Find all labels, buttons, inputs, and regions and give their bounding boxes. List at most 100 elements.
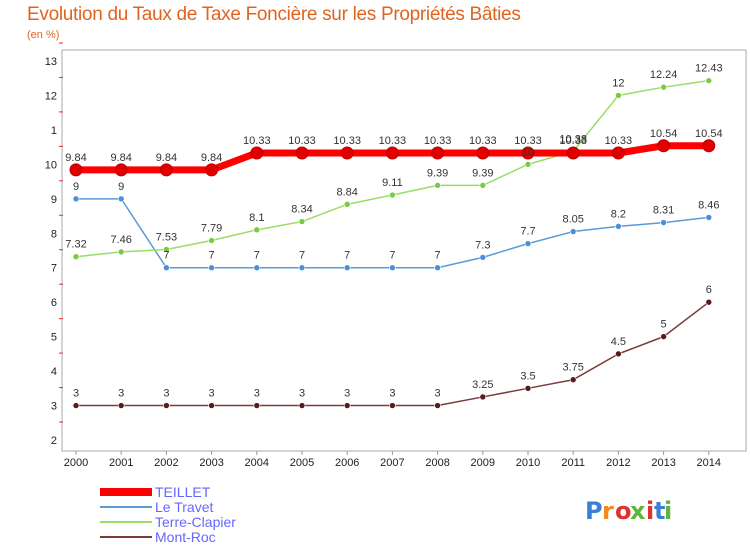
y-tick-label: 5 [51, 332, 57, 344]
data-label: 7 [209, 250, 215, 262]
x-tick-label: 2002 [154, 457, 178, 469]
data-point [479, 182, 487, 189]
data-point [69, 163, 83, 177]
data-label: 3.5 [520, 370, 535, 382]
data-label: 3 [163, 388, 169, 400]
data-point [521, 146, 535, 160]
data-point [476, 146, 490, 160]
data-label: 9.39 [427, 167, 448, 179]
data-label: 7 [435, 250, 441, 262]
data-label: 10.33 [559, 135, 587, 147]
data-point [72, 402, 80, 409]
data-label: 10 [522, 146, 534, 158]
y-tick-label: 2 [51, 435, 57, 447]
y-tick-label: 8 [51, 228, 57, 240]
x-tick-label: 2005 [290, 457, 314, 469]
data-point [163, 402, 170, 409]
x-tick-label: 2001 [109, 457, 133, 469]
y-tick-label: 10 [45, 159, 57, 171]
data-point [163, 264, 170, 272]
data-point [434, 402, 441, 409]
x-tick-label: 2010 [516, 457, 540, 469]
data-label: 10.33 [288, 135, 316, 147]
x-tick-label: 2003 [199, 457, 223, 469]
x-tick-label: 2013 [651, 457, 675, 469]
data-label: 12 [612, 77, 624, 89]
data-point [657, 139, 671, 153]
data-point [117, 402, 125, 409]
y-tick-label: 3 [51, 401, 57, 413]
data-label: 9.84 [65, 152, 86, 164]
brand-letter: P [585, 497, 603, 525]
x-tick-label: 2000 [64, 457, 88, 469]
brand-letter: o [615, 497, 632, 525]
data-point [114, 163, 128, 177]
data-label: 9 [118, 181, 124, 193]
x-tick-label: 2008 [425, 457, 449, 469]
x-tick-label: 2007 [380, 457, 404, 469]
data-point [566, 146, 580, 160]
data-point [389, 402, 396, 409]
data-label: 10.54 [650, 128, 678, 140]
brand-letter: i [664, 497, 672, 525]
data-point [569, 228, 577, 235]
data-label: 8.2 [611, 208, 626, 220]
data-label: 3 [118, 388, 124, 400]
data-label: 7 [254, 250, 260, 262]
data-label: 3 [435, 388, 441, 400]
legend-label: Terre-Clapier [155, 514, 236, 530]
data-label: 3.75 [562, 362, 583, 374]
data-label: 7.32 [65, 239, 86, 251]
x-tick-label: 2004 [245, 457, 269, 469]
data-label: 3 [209, 388, 215, 400]
data-label: 9.84 [201, 152, 222, 164]
data-label: 10.38 [559, 133, 587, 145]
y-tick-label: 4 [51, 366, 57, 378]
y-tick-label: 7 [51, 263, 57, 275]
data-label: 3 [389, 388, 395, 400]
data-label: 7 [344, 250, 350, 262]
data-point [705, 298, 713, 306]
x-tick-label: 2011 [561, 457, 585, 469]
data-label: 7.3 [475, 239, 490, 251]
data-label: 12.43 [695, 63, 723, 75]
data-point [117, 248, 125, 256]
data-point [385, 146, 399, 160]
data-point [524, 161, 532, 168]
brand-letter: x [630, 497, 646, 525]
data-label: 6 [706, 284, 712, 296]
data-point [163, 246, 170, 253]
data-point [298, 218, 306, 225]
data-point [434, 264, 441, 272]
data-point [705, 214, 713, 221]
data-label: 4.5 [611, 336, 626, 348]
data-label: 8.05 [562, 214, 583, 226]
chart-title: Evolution du Taux de Taxe Foncière sur l… [27, 4, 521, 25]
data-point [611, 146, 625, 160]
data-point [479, 393, 487, 401]
data-label: 3 [344, 388, 350, 400]
data-point [298, 402, 306, 409]
data-label: 12.24 [650, 69, 678, 81]
data-label: 9.84 [156, 152, 177, 164]
data-point [295, 146, 309, 160]
data-label: 9.11 [382, 177, 403, 189]
data-label: 5 [661, 319, 667, 331]
data-label: 10.33 [379, 135, 407, 147]
unit-label: (en %) [27, 29, 60, 41]
data-label: 3 [299, 388, 305, 400]
legend-label: TEILLET [155, 484, 211, 500]
data-label: 9.39 [472, 167, 493, 179]
data-point [343, 201, 351, 208]
y-tick-label: 1 [51, 125, 57, 137]
data-point [524, 385, 532, 392]
data-label: 8.84 [336, 186, 357, 198]
data-point [615, 350, 622, 358]
data-label: 7.46 [110, 234, 131, 246]
data-point [159, 163, 173, 177]
data-label: 8.1 [249, 212, 264, 224]
x-tick-label: 2012 [606, 457, 630, 469]
legend-label: Mont-Roc [155, 529, 216, 545]
